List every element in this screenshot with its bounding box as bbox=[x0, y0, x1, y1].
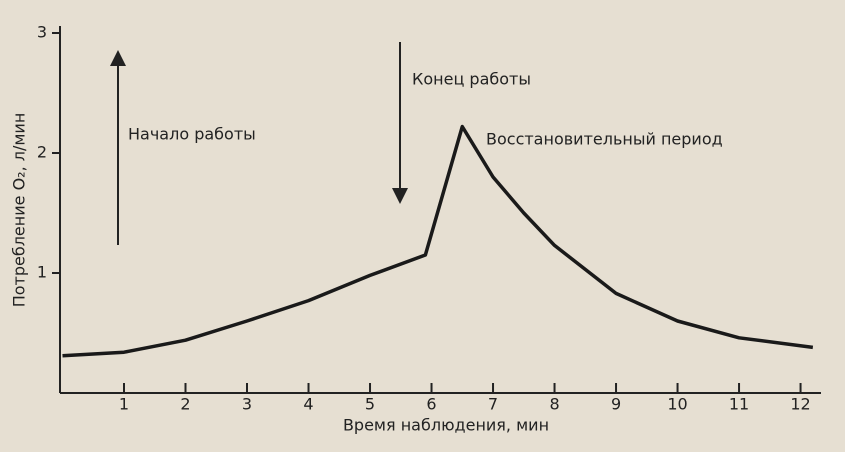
data-line bbox=[62, 124, 814, 358]
y-tick-label: 3 bbox=[37, 23, 47, 42]
x-tick-label: 4 bbox=[303, 395, 313, 414]
x-tick-label: 9 bbox=[611, 395, 621, 414]
annotation: Восстановительный период bbox=[486, 130, 723, 149]
x-tick-label: 12 bbox=[790, 395, 810, 414]
x-tick-label: 1 bbox=[119, 395, 129, 414]
x-tick-label: 5 bbox=[365, 395, 375, 414]
x-tick-label: 10 bbox=[667, 395, 687, 414]
x-tick-label: 8 bbox=[549, 395, 559, 414]
x-tick-label: 7 bbox=[488, 395, 498, 414]
x-tick-label: 2 bbox=[180, 395, 190, 414]
y-tick-label: 1 bbox=[37, 263, 47, 282]
x-axis-label: Время наблюдения, мин bbox=[343, 416, 549, 435]
x-tick-label: 3 bbox=[242, 395, 252, 414]
x-tick-label: 6 bbox=[426, 395, 436, 414]
y-tick-label: 2 bbox=[37, 143, 47, 162]
y-axis-label: Потребление O₂, л/мин bbox=[10, 113, 29, 308]
annotation: Начало работы bbox=[128, 125, 256, 144]
annotation: Конец работы bbox=[412, 70, 531, 89]
x-tick-label: 11 bbox=[729, 395, 749, 414]
